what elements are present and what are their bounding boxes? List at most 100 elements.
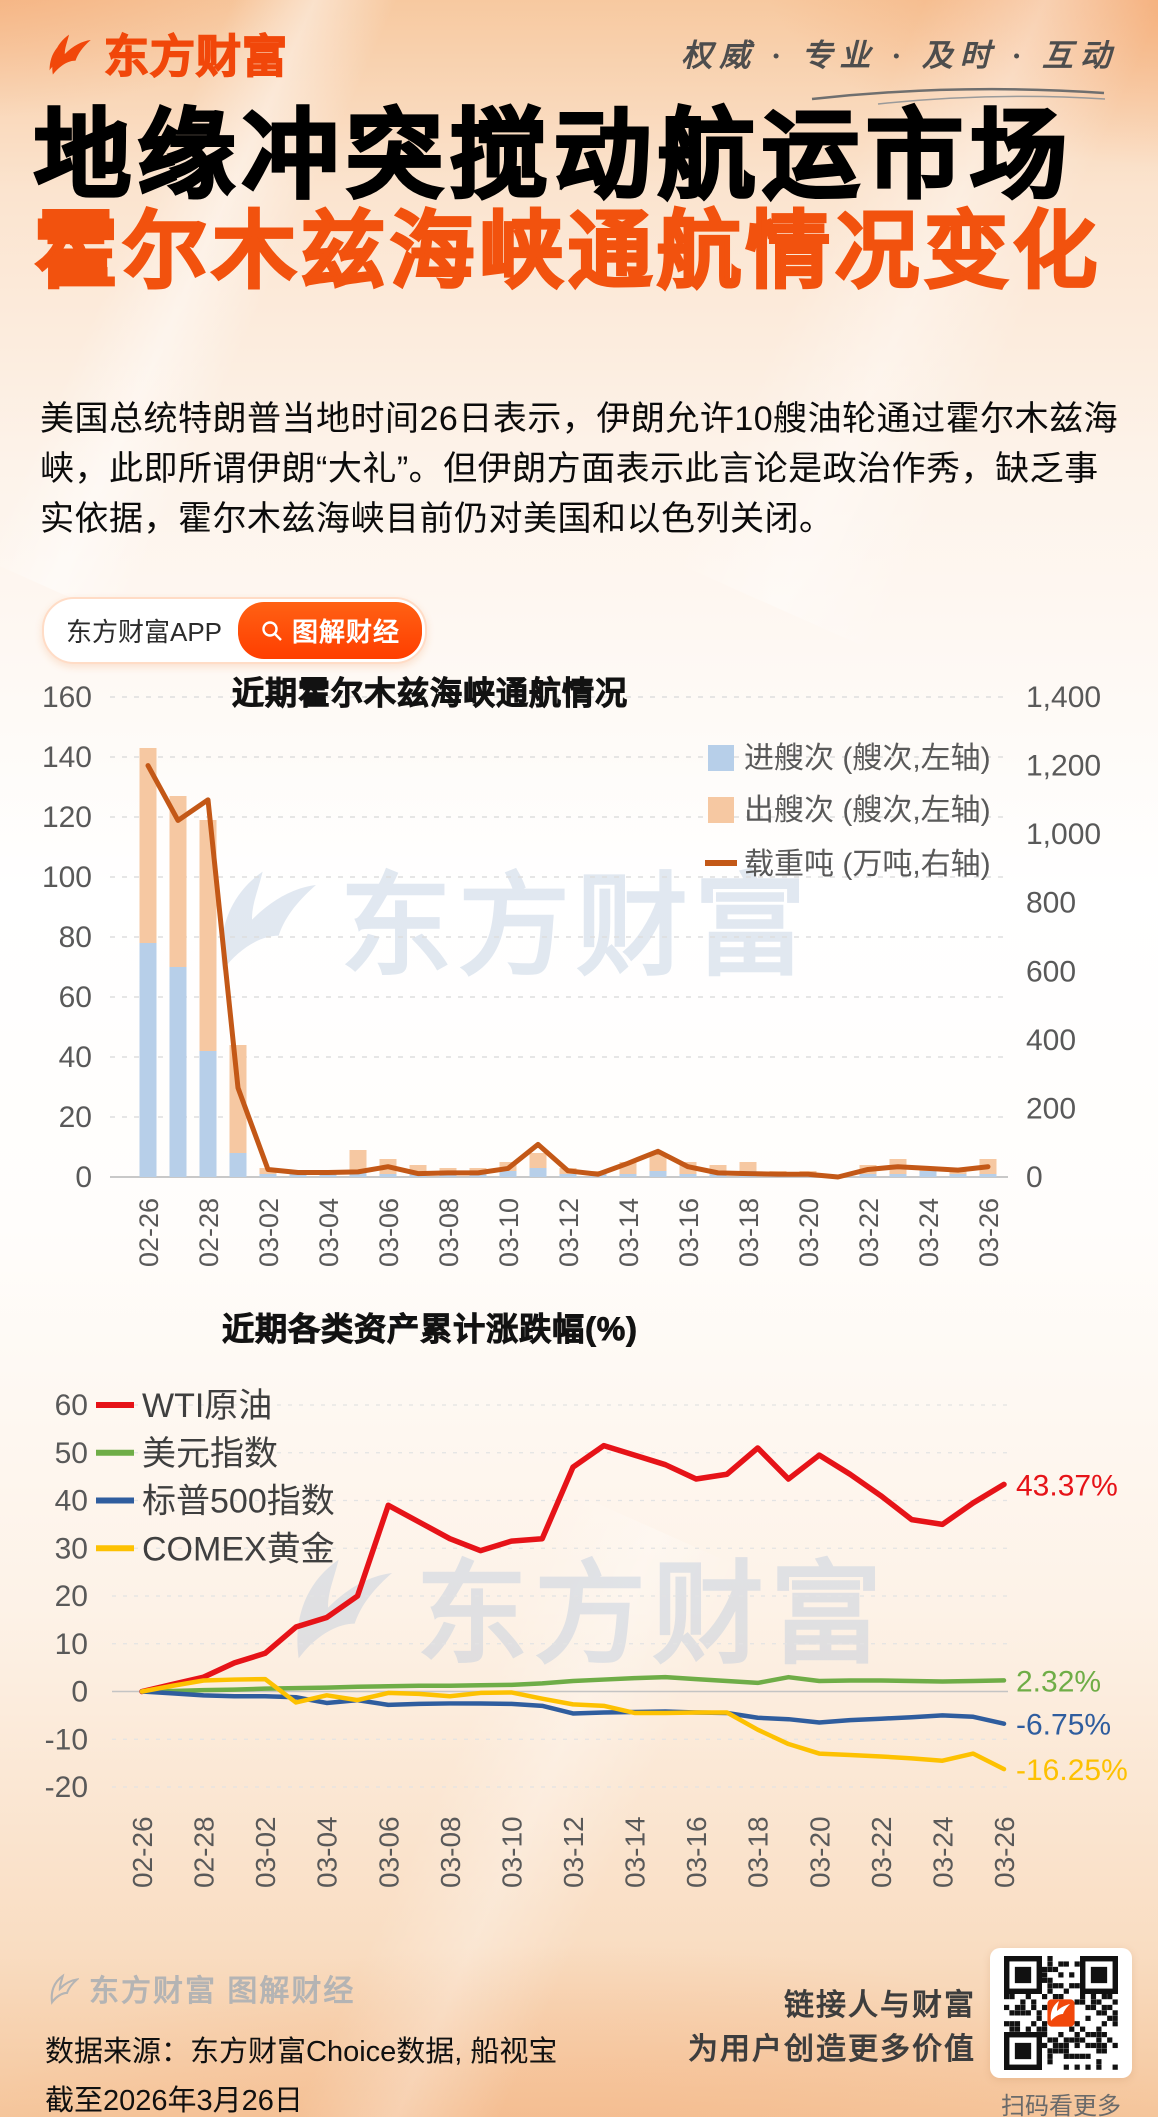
svg-text:60: 60 [59, 981, 92, 1014]
svg-text:160: 160 [42, 681, 92, 714]
svg-text:近期各类资产累计涨跌幅(%): 近期各类资产累计涨跌幅(%) [222, 1311, 638, 1347]
app-badge[interactable]: 东方财富APP 图解财经 [42, 597, 428, 664]
svg-text:20: 20 [55, 1580, 88, 1613]
svg-text:03-20: 03-20 [794, 1198, 824, 1267]
slogan-underline-swoosh [811, 87, 1106, 105]
dwt-line [145, 763, 991, 1180]
footer-leaf-icon [50, 1973, 79, 2005]
data-source: 数据来源：东方财富Choice数据, 船视宝 [45, 2036, 558, 2068]
qr-code [990, 1948, 1132, 2078]
svg-text:-20: -20 [45, 1771, 88, 1804]
strait-traffic-chart-svg: 0 20 40 60 80 100 120 140 160 0 200 400 600 800 1,000 1… [42, 675, 1101, 1267]
slogan-text: 权威 · 专业 · 及时 · 互动 [681, 38, 1118, 73]
svg-text:1,400: 1,400 [1026, 681, 1101, 714]
page-subtitle: 霍尔木兹海峡通航情况变化 [33, 203, 1103, 300]
svg-text:2.32%: 2.32% [1016, 1665, 1101, 1698]
legend: 进艘次 (艘次,左轴) 出艘次 (艘次,左轴) 载重吨 (万吨,右轴) [705, 742, 991, 881]
svg-text:03-24: 03-24 [914, 1198, 944, 1267]
column-badge[interactable]: 图解财经 [238, 602, 423, 659]
svg-text:40: 40 [55, 1485, 88, 1518]
stacked-bars [139, 748, 997, 1177]
svg-text:-16.25%: -16.25% [1016, 1754, 1128, 1787]
grid-lines [110, 696, 1008, 1118]
series-line-3 [139, 1676, 1007, 1772]
svg-text:03-06: 03-06 [373, 1816, 404, 1888]
svg-text:03-22: 03-22 [854, 1198, 884, 1267]
svg-text:80: 80 [59, 921, 92, 954]
svg-text:200: 200 [1026, 1092, 1076, 1125]
svg-text:载重吨 (万吨,右轴): 载重吨 (万吨,右轴) [744, 848, 991, 881]
x-axis-labels: 02-26 02-28 03-02 03-04 03-06 03-08 03-10 03-12… [127, 1816, 1020, 1888]
svg-text:1,000: 1,000 [1026, 818, 1101, 851]
svg-text:03-04: 03-04 [312, 1816, 343, 1888]
column-badge-label: 图解财经 [292, 617, 401, 647]
svg-text:20: 20 [59, 1101, 92, 1134]
brand-logo: 东方财富 [42, 20, 288, 85]
svg-text:03-10: 03-10 [494, 1198, 524, 1267]
svg-text:03-14: 03-14 [620, 1816, 651, 1888]
svg-text:120: 120 [42, 801, 92, 834]
svg-text:03-16: 03-16 [674, 1198, 704, 1267]
svg-text:03-06: 03-06 [374, 1198, 404, 1267]
asset-performance-chart-svg: -20 -10 0 10 20 30 40 50 60 近期各类资产累计涨跌幅(%) WTI原油美元… [45, 1311, 1128, 1888]
svg-text:02-26: 02-26 [134, 1198, 164, 1267]
svg-text:03-16: 03-16 [681, 1816, 712, 1888]
header: 东方财富 权威 · 专业 · 及时 · 互动 [42, 20, 1118, 105]
qr-caption: 扫码看更多 [1001, 2093, 1121, 2117]
svg-text:03-08: 03-08 [434, 1198, 464, 1267]
svg-text:03-08: 03-08 [435, 1816, 466, 1888]
footer-brand-text: 东方财富 图解财经 [89, 1975, 356, 2008]
intro-paragraph: 美国总统特朗普当地时间26日表示，伊朗允许10艘油轮通过霍尔木兹海峡，此即所谓伊… [40, 400, 1119, 538]
badge-row: 东方财富APP 图解财经 [42, 597, 428, 664]
svg-text:03-12: 03-12 [554, 1198, 584, 1267]
svg-text:美元指数: 美元指数 [142, 1435, 278, 1473]
svg-text:40: 40 [59, 1041, 92, 1074]
svg-text:02-28: 02-28 [189, 1816, 220, 1888]
svg-text:03-26: 03-26 [989, 1816, 1020, 1888]
data-asof-date: 截至2026年3月26日 [45, 2085, 303, 2117]
asset-performance-chart: -20 -10 0 10 20 30 40 50 60 近期各类资产累计涨跌幅(%) WTI原油 美元… [0, 1288, 1158, 1930]
svg-text:进艘次 (艘次,左轴): 进艘次 (艘次,左轴) [744, 742, 991, 775]
page-title: 地缘冲突搅动航运市场 [33, 100, 1074, 212]
svg-text:100: 100 [42, 861, 92, 894]
svg-text:43.37%: 43.37% [1016, 1469, 1118, 1502]
svg-text:03-02: 03-02 [250, 1816, 281, 1888]
left-axis-labels: 0 20 40 60 80 100 120 140 160 [42, 681, 92, 1194]
svg-text:0: 0 [1026, 1161, 1043, 1194]
svg-text:10: 10 [55, 1628, 88, 1661]
footer-left: 东方财富 图解财经 数据来源：东方财富Choice数据, 船视宝 截至2026年… [45, 1966, 557, 2117]
qr-code-pattern [1004, 1956, 1118, 2070]
footer-brand: 东方财富 图解财经 [45, 1966, 557, 2010]
slogan-block: 权威 · 专业 · 及时 · 互动 [681, 20, 1118, 105]
svg-text:30: 30 [55, 1532, 88, 1565]
svg-text:60: 60 [55, 1389, 88, 1422]
svg-text:03-24: 03-24 [927, 1816, 958, 1888]
svg-text:400: 400 [1026, 1024, 1076, 1057]
svg-text:600: 600 [1026, 955, 1076, 988]
svg-text:-10: -10 [45, 1723, 88, 1756]
svg-text:0: 0 [71, 1676, 88, 1709]
svg-text:140: 140 [42, 741, 92, 774]
svg-text:出艘次 (艘次,左轴): 出艘次 (艘次,左轴) [744, 794, 991, 827]
svg-text:标普500指数: 标普500指数 [142, 1483, 335, 1521]
svg-text:800: 800 [1026, 887, 1076, 920]
x-axis-labels: 02-26 02-28 03-02 03-04 03-06 03-08 03-10 03-12… [134, 1198, 1004, 1267]
svg-text:1,200: 1,200 [1026, 750, 1101, 783]
brand-name: 东方财富 [103, 30, 289, 83]
footer-slogan: 链接人与财富 为用户创造更多价值 [688, 1984, 976, 2072]
search-icon [262, 620, 282, 641]
svg-text:03-04: 03-04 [314, 1198, 344, 1267]
svg-text:02-28: 02-28 [194, 1198, 224, 1267]
svg-text:03-20: 03-20 [804, 1816, 835, 1888]
svg-text:03-18: 03-18 [743, 1816, 774, 1888]
footer-slogan-line2: 为用户创造更多价值 [688, 2033, 976, 2066]
footer-slogan-line1: 链接人与财富 [784, 1989, 976, 2022]
y-axis-labels: -20 -10 0 10 20 30 40 50 60 [45, 1389, 88, 1804]
svg-text:03-02: 03-02 [254, 1198, 284, 1267]
brand-leaf-icon [49, 34, 91, 75]
svg-text:03-22: 03-22 [866, 1816, 897, 1888]
series-line-0 [139, 1442, 1007, 1695]
end-labels: 43.37% 2.32% -6.75% -16.25% [1016, 1469, 1128, 1787]
